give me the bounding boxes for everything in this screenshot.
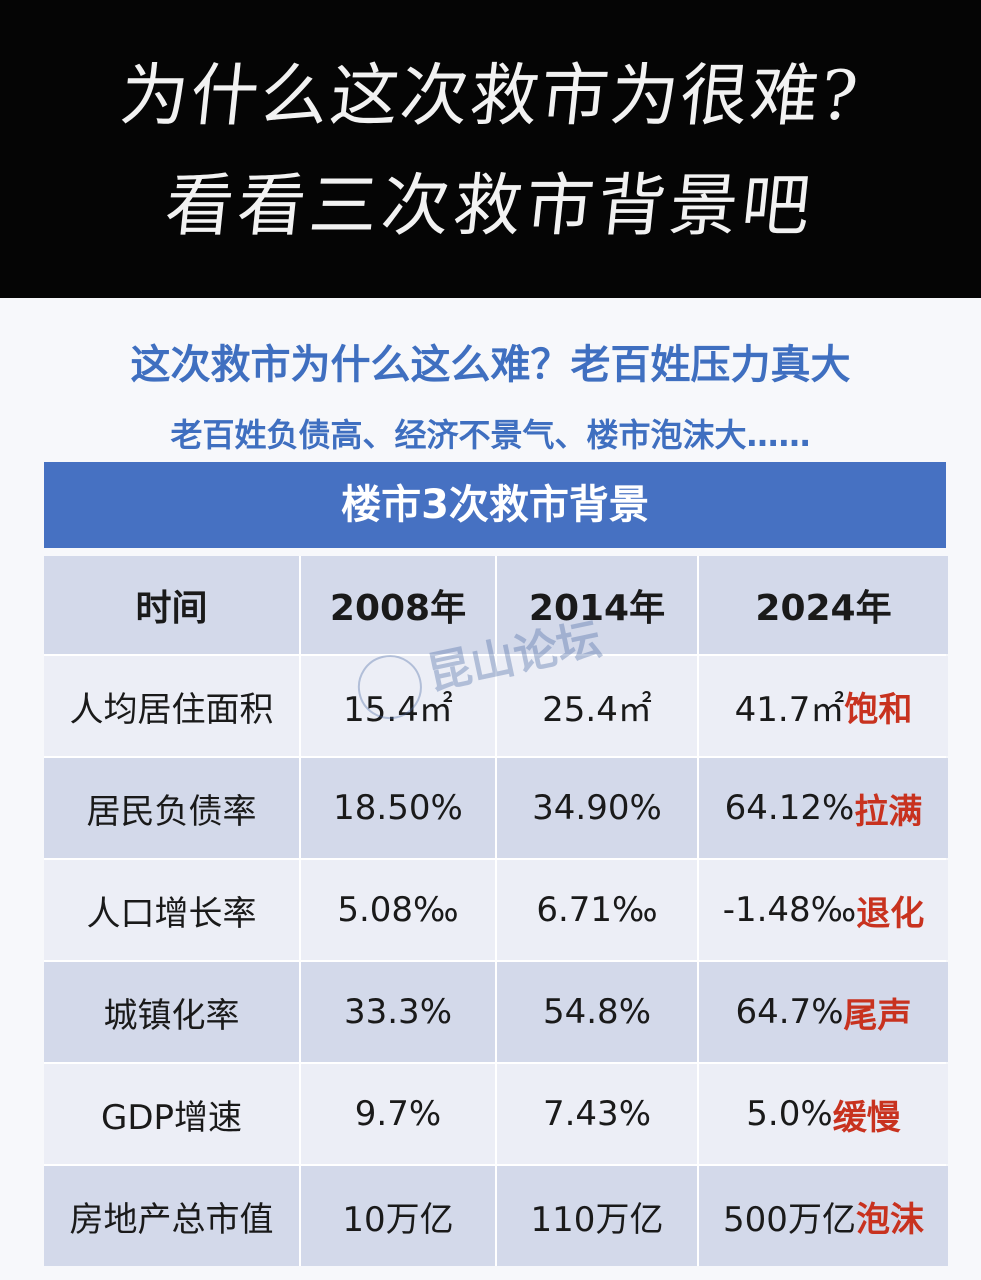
cell-2014: 110万亿 xyxy=(497,1166,697,1266)
column-header: 2024年 xyxy=(699,556,948,654)
value-2024: 64.12% xyxy=(724,788,855,828)
status-tag: 泡沫 xyxy=(855,1199,924,1240)
row-label: GDP增速 xyxy=(44,1064,299,1164)
cell-2014: 34.90% xyxy=(497,758,697,858)
cell-2008: 5.08‰ xyxy=(301,860,495,960)
status-tag: 缓慢 xyxy=(832,1097,901,1138)
cell-2014: 54.8% xyxy=(497,962,697,1062)
column-header: 2008年 xyxy=(301,556,495,654)
page-title: 这次救市为什么这么难？老百姓压力真大 xyxy=(130,342,851,388)
value-2024: -1.48‰ xyxy=(722,890,857,930)
column-header: 2014年 xyxy=(497,556,697,654)
row-label: 房地产总市值 xyxy=(44,1166,299,1266)
seal-icon xyxy=(351,648,428,725)
cell-2024: 64.7% 尾声 xyxy=(699,962,948,1062)
value-2024: 500万亿 xyxy=(723,1199,856,1240)
cell-2024: 5.0% 缓慢 xyxy=(699,1064,948,1164)
value-2024: 5.0% xyxy=(746,1094,833,1134)
status-tag: 饱和 xyxy=(844,689,913,730)
cell-2014: 7.43% xyxy=(497,1064,697,1164)
cell-2008: 18.50% xyxy=(301,758,495,858)
status-tag: 尾声 xyxy=(843,995,912,1036)
header-line-1: 为什么这次救市为很难? xyxy=(116,57,864,136)
row-label: 人均居住面积 xyxy=(44,656,299,756)
status-tag: 拉满 xyxy=(854,791,923,832)
header-line-2: 看看三次救市背景吧 xyxy=(161,167,818,246)
black-header: 为什么这次救市为很难? 看看三次救市背景吧 xyxy=(0,0,981,298)
row-label: 城镇化率 xyxy=(44,962,299,1062)
row-label: 人口增长率 xyxy=(44,860,299,960)
cell-2024: 500万亿 泡沫 xyxy=(699,1166,948,1266)
table-caption: 楼市3次救市背景 xyxy=(44,462,946,548)
cell-2008: 15.4㎡ xyxy=(301,656,495,756)
cell-2024: -1.48‰ 退化 xyxy=(699,860,948,960)
cell-2008: 9.7% xyxy=(301,1064,495,1164)
value-2024: 64.7% xyxy=(735,992,844,1032)
cell-2014: 6.71‰ xyxy=(497,860,697,960)
page-subtitle: 老百姓负债高、经济不景气、楼市泡沫大…… xyxy=(170,416,811,454)
cell-2008: 33.3% xyxy=(301,962,495,1062)
cell-2024: 41.7㎡ 饱和 xyxy=(699,656,948,756)
status-tag: 退化 xyxy=(856,893,925,934)
cell-2008: 10万亿 xyxy=(301,1166,495,1266)
comparison-table: 时间 2008年 2014年 2024年 人均居住面积 15.4㎡ 25.4㎡ 41.… xyxy=(44,556,948,1266)
cell-2024: 64.12% 拉满 xyxy=(699,758,948,858)
cell-2014: 25.4㎡ xyxy=(497,656,697,756)
column-header: 时间 xyxy=(44,556,299,654)
row-label: 居民负债率 xyxy=(44,758,299,858)
value-2024: 41.7㎡ xyxy=(734,689,845,730)
